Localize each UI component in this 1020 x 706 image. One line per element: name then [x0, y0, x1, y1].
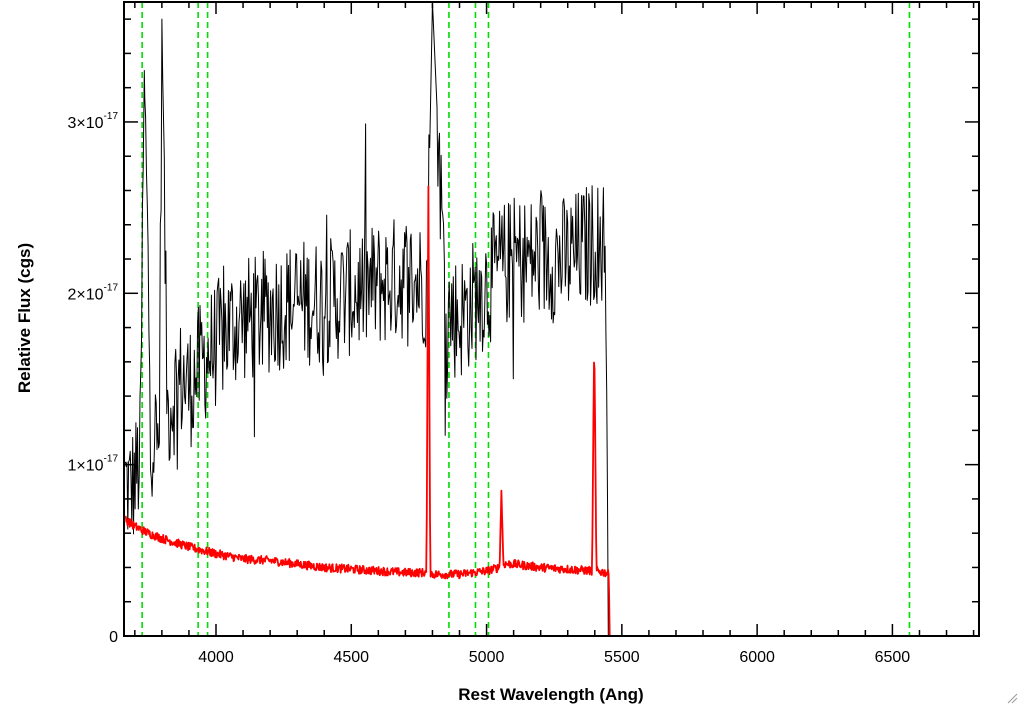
reference-lines — [141, 2, 911, 636]
x-tick-label: 5500 — [604, 649, 640, 666]
y-tick-label: 3×10-17 — [68, 111, 119, 132]
x-tick-label: 5000 — [469, 649, 505, 666]
x-tick-label: 6500 — [875, 649, 911, 666]
axes — [123, 1, 980, 637]
y-tick-exponent: -17 — [104, 454, 119, 465]
plot-frame — [123, 1, 980, 637]
resize-grip-icon[interactable] — [1006, 692, 1018, 704]
series-group — [124, 1, 980, 637]
x-tick-label: 4500 — [333, 649, 369, 666]
y-tick-label: 2×10-17 — [68, 282, 119, 303]
series-line-1 — [124, 185, 980, 637]
y-tick-label: 0 — [109, 629, 118, 646]
y-tick-label: 1×10-17 — [68, 454, 119, 475]
series-line-0 — [124, 1, 609, 637]
x-axis-label: Rest Wavelength (Ang) — [458, 685, 643, 704]
y-tick-exponent: -17 — [104, 111, 119, 122]
x-tick-label: 6000 — [739, 649, 775, 666]
y-axis-label: Relative Flux (cgs) — [15, 243, 34, 393]
y-tick-exponent: -17 — [104, 282, 119, 293]
x-tick-label: 4000 — [198, 649, 234, 666]
